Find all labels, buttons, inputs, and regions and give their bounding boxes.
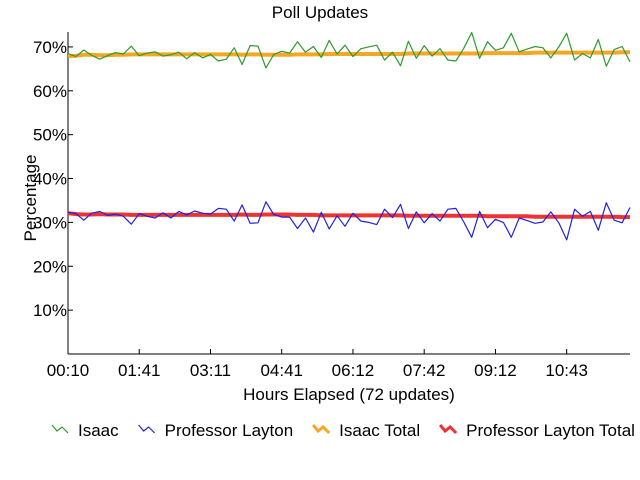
legend-label-professor-layton-total: Professor Layton Total — [466, 421, 635, 440]
chart-title: Poll Updates — [272, 3, 368, 22]
legend-swatch-isaac — [51, 424, 69, 434]
y-tick-label: 60% — [33, 82, 67, 101]
legend-swatch-professor-layton-total — [438, 424, 458, 435]
x-tick-label: 00:10 — [47, 361, 90, 380]
series-line-professor-layton-total — [67, 211, 630, 220]
y-tick-label: 20% — [33, 257, 67, 276]
y-tick-label: 50% — [33, 126, 67, 145]
series-line-isaac — [67, 31, 631, 69]
legend-label-isaac-total: Isaac Total — [339, 421, 420, 440]
y-tick-label: 40% — [33, 170, 67, 189]
legend-label-professor-layton: Professor Layton — [165, 421, 294, 440]
legend: Isaac Professor Layton Isaac Total Professo… — [51, 421, 635, 440]
x-tick-label: 04:41 — [260, 361, 303, 380]
x-tick-label: 01:41 — [118, 361, 161, 380]
y-axis-label: Percentage — [21, 155, 40, 242]
x-tick-label: 06:12 — [332, 361, 375, 380]
x-tick-label: 09:12 — [474, 361, 517, 380]
legend-label-isaac: Isaac — [78, 421, 119, 440]
y-tick-label: 10% — [33, 301, 67, 320]
series-line-professor-layton — [67, 201, 631, 241]
series-line-isaac-total — [67, 50, 630, 59]
y-tick-label: 70% — [33, 38, 67, 57]
y-tick-label: 30% — [33, 213, 67, 232]
x-axis-label: Hours Elapsed (72 updates) — [243, 385, 455, 404]
x-tick-label: 10:43 — [545, 361, 588, 380]
series-layer — [67, 31, 631, 241]
legend-swatch-isaac-total — [312, 424, 331, 435]
legend-swatch-professor-layton — [138, 424, 156, 434]
x-tick-label: 03:11 — [190, 361, 231, 380]
x-axis-ticks: 00:10 01:41 03:11 04:41 06:12 07:42 09:12 10:43 — [47, 349, 588, 380]
y-axis-ticks: 10% 20% 30% 40% 50% 60% 70% — [33, 38, 73, 320]
plot-area: 10% 20% 30% 40% 50% 60% 70% 00:10 01:41 03:11 04:… — [33, 31, 631, 380]
x-tick-label: 07:42 — [403, 361, 446, 380]
